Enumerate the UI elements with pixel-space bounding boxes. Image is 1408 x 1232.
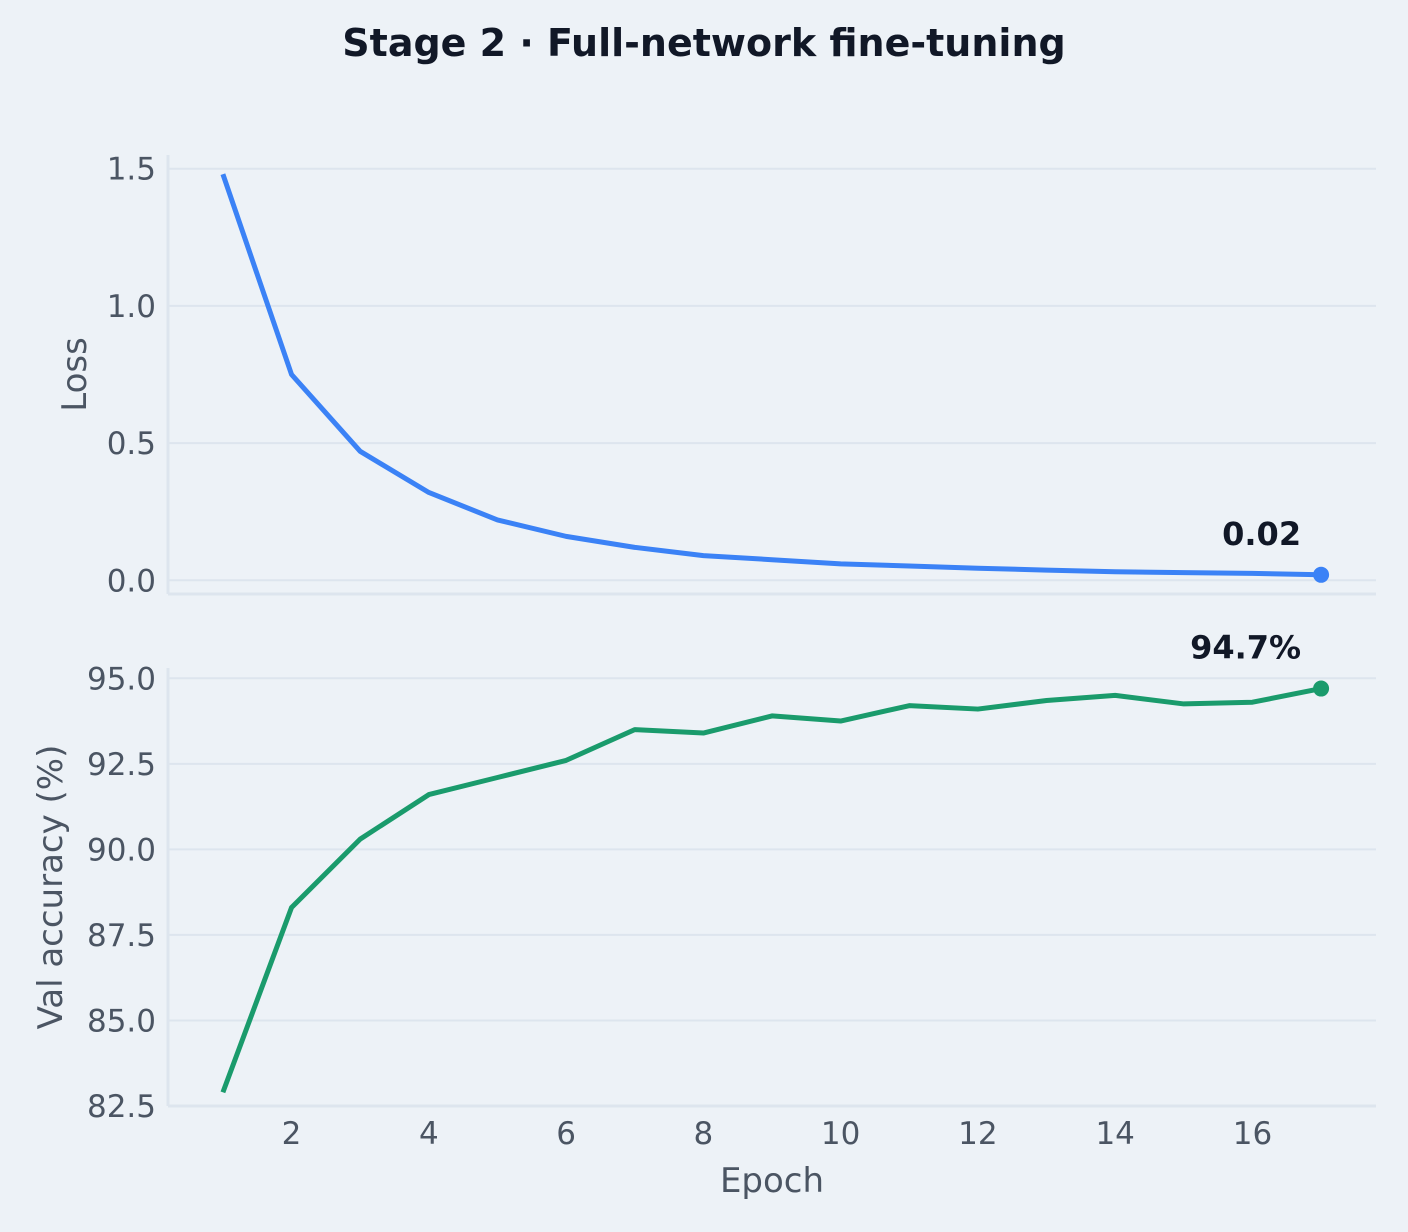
xaxis-label: Epoch bbox=[720, 1161, 824, 1201]
loss-series-line bbox=[220, 173, 1322, 578]
chart-title: Stage 2 · Full-network fine-tuning bbox=[342, 21, 1065, 65]
loss-ytick-label: 0.5 bbox=[107, 426, 156, 462]
accuracy-final-point bbox=[1313, 680, 1330, 697]
accuracy-xtick-label: 14 bbox=[1095, 1116, 1134, 1152]
accuracy-xtick-label: 10 bbox=[821, 1116, 860, 1152]
accuracy-xtick-label: 16 bbox=[1233, 1116, 1272, 1152]
accuracy-ytick-label: 92.5 bbox=[87, 747, 156, 783]
accuracy-xtick-label: 8 bbox=[693, 1116, 713, 1152]
loss-final-value-label: 0.02 bbox=[1222, 515, 1301, 553]
loss-ytick-label: 1.0 bbox=[107, 289, 156, 325]
loss-ytick-label: 1.5 bbox=[107, 152, 156, 188]
accuracy-ytick-label: 90.0 bbox=[87, 832, 156, 868]
accuracy-final-value-label: 94.7% bbox=[1190, 629, 1301, 667]
accuracy-xtick-label: 4 bbox=[419, 1116, 439, 1152]
accuracy-ytick-label: 82.5 bbox=[87, 1089, 156, 1125]
accuracy-panel: 82.5 85.0 87.5 90.0 92.5 95.0 2 4 6 8 10 12 14 16 Val … bbox=[31, 629, 1376, 1201]
accuracy-ytick-label: 85.0 bbox=[87, 1003, 156, 1039]
loss-panel: 0.0 0.5 1.0 1.5 Loss 0.02 bbox=[55, 152, 1376, 599]
accuracy-xtick-label: 2 bbox=[282, 1116, 302, 1152]
accuracy-ytick-label: 95.0 bbox=[87, 661, 156, 697]
accuracy-xtick-label: 12 bbox=[958, 1116, 997, 1152]
loss-final-point bbox=[1313, 566, 1330, 583]
accuracy-xtick-label: 6 bbox=[556, 1116, 576, 1152]
accuracy-ytick-label: 87.5 bbox=[87, 918, 156, 954]
loss-ytick-label: 0.0 bbox=[107, 563, 156, 599]
accuracy-series-line bbox=[220, 686, 1322, 1094]
accuracy-ylabel: Val accuracy (%) bbox=[31, 745, 71, 1030]
loss-ylabel: Loss bbox=[55, 337, 95, 412]
